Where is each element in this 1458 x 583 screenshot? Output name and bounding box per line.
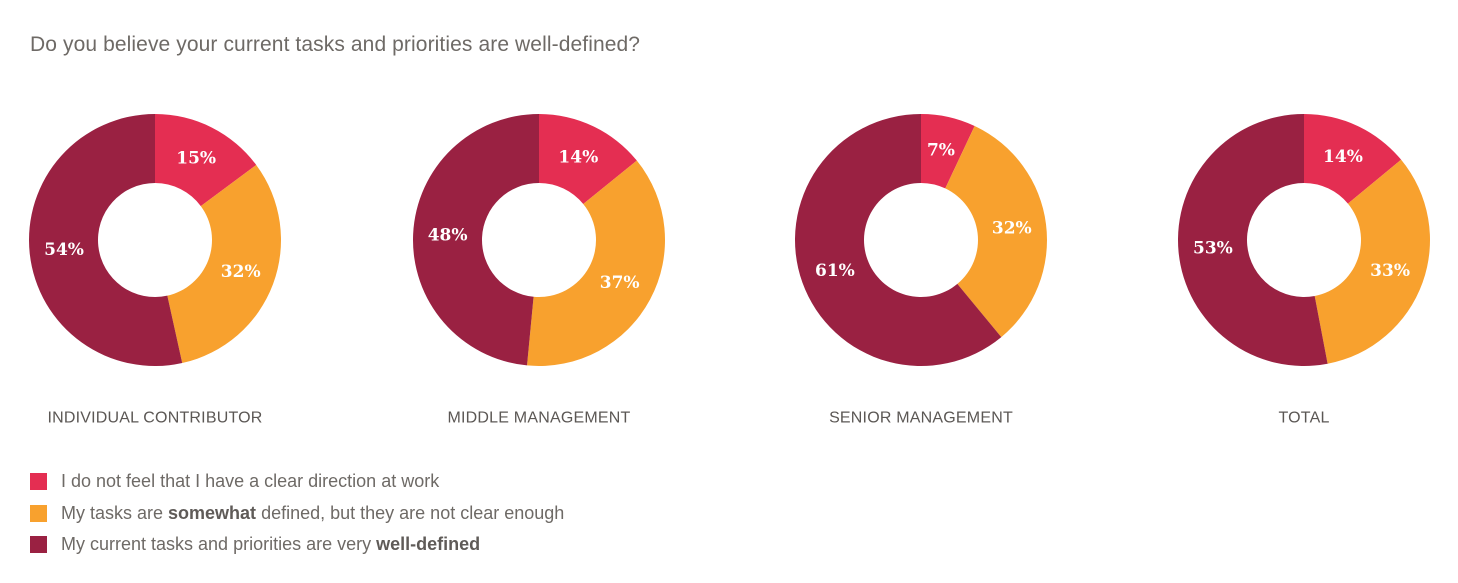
slice-value-label: 61% bbox=[815, 261, 855, 281]
donut-slice-well-defined bbox=[1178, 114, 1328, 366]
donut-chart: 7% 32% 61% bbox=[795, 114, 1047, 366]
slice-value-label: 48% bbox=[428, 226, 468, 246]
slice-value-label: 15% bbox=[176, 148, 216, 168]
legend-label: My tasks are somewhat defined, but they … bbox=[61, 503, 564, 524]
slice-value-label: 32% bbox=[221, 262, 261, 282]
legend-label-text: My tasks are bbox=[61, 502, 169, 523]
chart-group-label: MIDDLE MANAGEMENT bbox=[448, 410, 631, 427]
slice-value-label: 33% bbox=[1370, 261, 1410, 281]
legend-item-somewhat: My tasks are somewhat defined, but they … bbox=[30, 498, 564, 530]
slice-value-label: 7% bbox=[927, 141, 955, 161]
donut-slice-somewhat bbox=[167, 164, 282, 364]
donut-charts: 15% 32% 54% INDIVIDUAL CONTRIBUTOR 14% 37% 48%… bbox=[29, 114, 1430, 427]
donut-slice-unclear bbox=[1304, 114, 1402, 204]
chart-title: Do you believe your current tasks and pr… bbox=[30, 33, 641, 56]
donut-slice-somewhat bbox=[527, 160, 665, 366]
chart-group-label: TOTAL bbox=[1278, 410, 1329, 427]
slice-value-label: 54% bbox=[44, 240, 84, 260]
chart-group-label: SENIOR MANAGEMENT bbox=[829, 410, 1013, 427]
legend-label-text: defined, but they are not clear enough bbox=[256, 502, 565, 523]
legend-item-unclear: I do not feel that I have a clear direct… bbox=[30, 466, 564, 498]
donut-chart: 14% 33% 53% bbox=[1178, 114, 1430, 366]
slice-value-label: 37% bbox=[600, 273, 640, 293]
legend-label-emphasis: somewhat bbox=[168, 502, 257, 523]
legend-label: I do not feel that I have a clear direct… bbox=[61, 471, 439, 492]
slice-value-label: 53% bbox=[1193, 239, 1233, 259]
legend-label-emphasis: well-defined bbox=[376, 534, 481, 555]
donut-slice-well-defined bbox=[29, 114, 183, 366]
legend-item-well-defined: My current tasks and priorities are very… bbox=[30, 529, 564, 561]
donut-slice-somewhat bbox=[1314, 159, 1430, 364]
donut-slice-well-defined bbox=[413, 114, 539, 366]
donut-slice-well-defined bbox=[795, 114, 1002, 366]
legend-label-text: My current tasks and priorities are very bbox=[61, 534, 377, 555]
legend-label: My current tasks and priorities are very… bbox=[61, 534, 480, 555]
slice-value-label: 14% bbox=[1323, 147, 1363, 167]
legend-swatch bbox=[30, 473, 47, 491]
donut-slice-unclear bbox=[539, 114, 637, 205]
donut-chart: 15% 32% 54% bbox=[29, 114, 282, 366]
slice-value-label: 14% bbox=[558, 147, 598, 167]
donut-slice-unclear bbox=[921, 114, 975, 189]
legend-swatch bbox=[30, 536, 47, 554]
legend-label-text: I do not feel that I have a clear direct… bbox=[61, 471, 440, 492]
slice-value-label: 32% bbox=[992, 219, 1032, 239]
chart-group-label: INDIVIDUAL CONTRIBUTOR bbox=[47, 410, 262, 427]
legend: I do not feel that I have a clear direct… bbox=[30, 466, 564, 561]
donut-slice-unclear bbox=[155, 114, 257, 207]
donut-slice-somewhat bbox=[945, 125, 1047, 338]
legend-swatch bbox=[30, 504, 47, 522]
donut-chart: 14% 37% 48% bbox=[413, 114, 665, 366]
